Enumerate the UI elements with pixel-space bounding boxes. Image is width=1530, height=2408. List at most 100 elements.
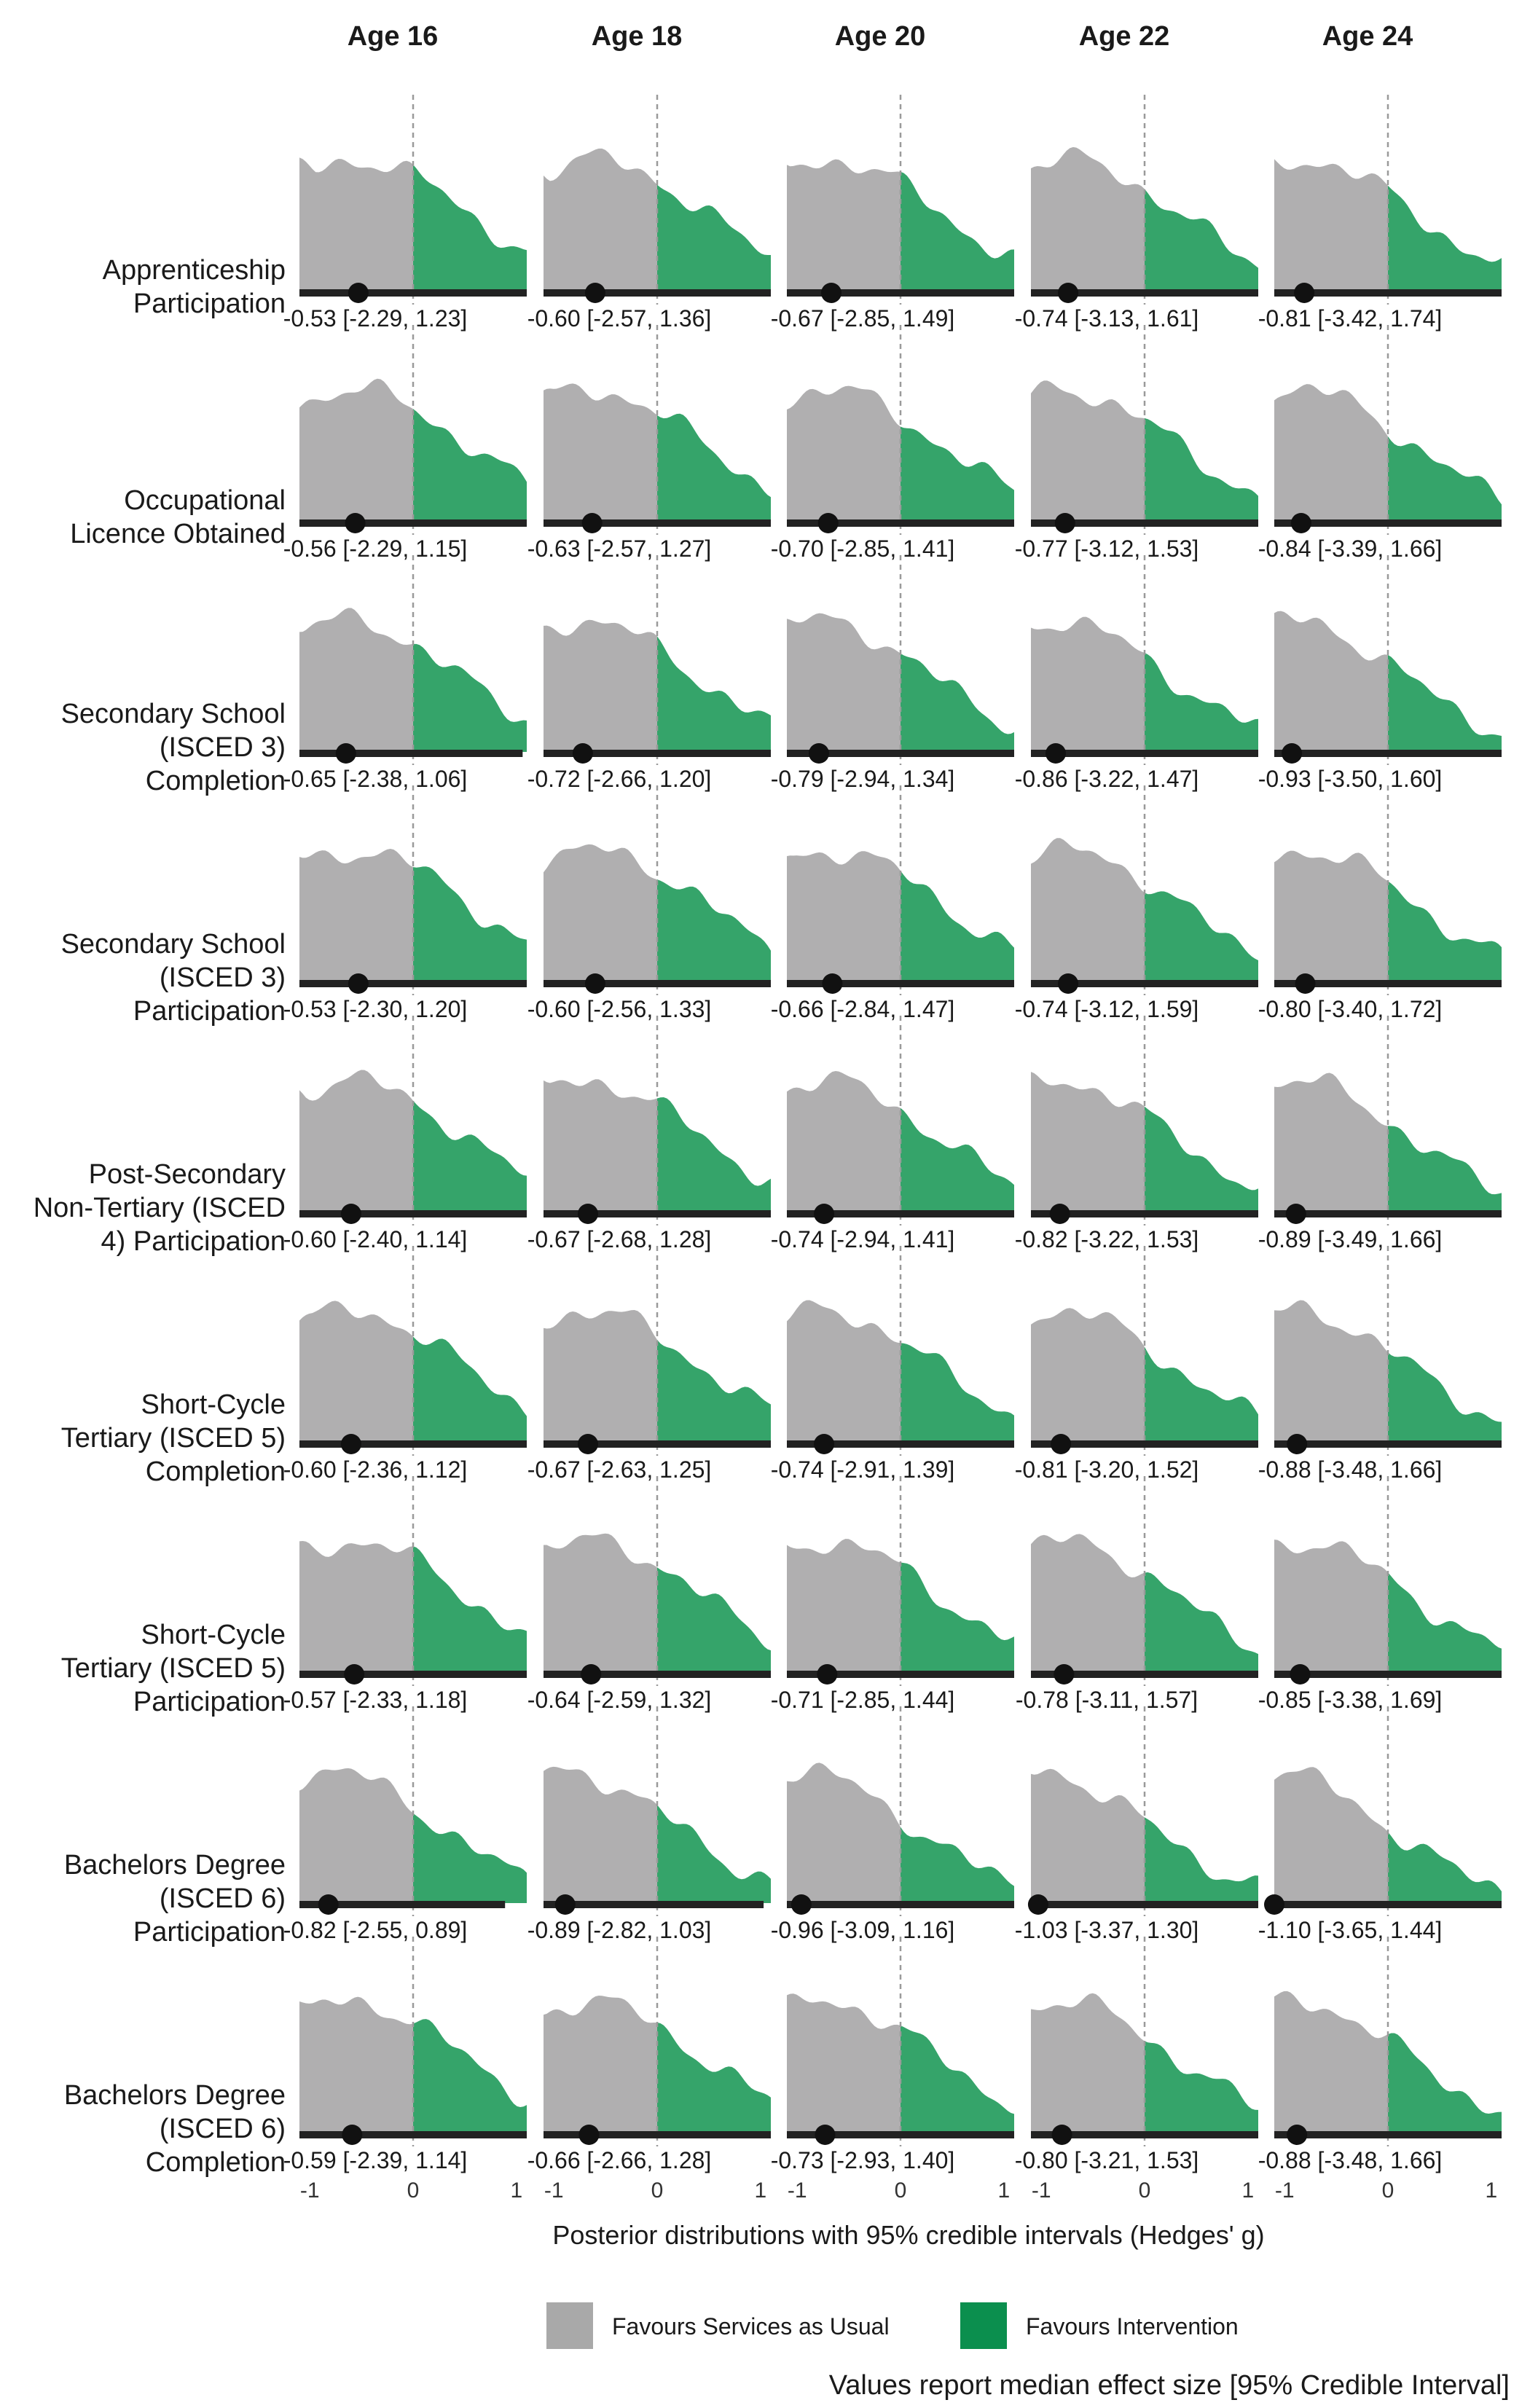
median-point bbox=[345, 513, 366, 533]
row-label: Secondary School(ISCED 3)Completion bbox=[61, 699, 286, 796]
median-point bbox=[584, 973, 605, 994]
median-point bbox=[581, 1664, 602, 1685]
row-label-line: Non-Tertiary (ISCED bbox=[34, 1193, 286, 1223]
density-positive-area bbox=[657, 184, 771, 291]
ci-value-label: -0.74 [-2.91, 1.39] bbox=[771, 1456, 955, 1483]
row-label-line: Completion bbox=[146, 1456, 286, 1487]
median-point bbox=[1058, 283, 1079, 303]
ci-value-label: -0.84 [-3.39, 1.66] bbox=[1258, 536, 1443, 562]
panel: -0.86 [-3.22, 1.47] bbox=[1015, 555, 1258, 792]
ci-value-label: -0.73 [-2.93, 1.40] bbox=[771, 2147, 955, 2173]
density-positive-area bbox=[413, 643, 527, 752]
density-negative-area bbox=[544, 1766, 657, 1903]
ci-value-label: -0.66 [-2.66, 1.28] bbox=[527, 2147, 712, 2173]
facet-row: Secondary School(ISCED 3)Completion-0.65… bbox=[61, 555, 1502, 796]
panel: -0.56 [-2.29, 1.15] bbox=[283, 325, 527, 562]
density-positive-area bbox=[413, 409, 527, 522]
panel: -0.93 [-3.50, 1.60] bbox=[1258, 555, 1502, 792]
median-point bbox=[342, 2125, 363, 2145]
density-positive-area bbox=[1145, 2041, 1258, 2133]
ci-value-label: -0.60 [-2.40, 1.14] bbox=[283, 1226, 468, 1252]
density-negative-area bbox=[1274, 611, 1388, 752]
row-label: Secondary School(ISCED 3)Participation bbox=[61, 929, 286, 1027]
ci-value-label: -0.71 [-2.85, 1.44] bbox=[771, 1687, 955, 1713]
panel: -0.70 [-2.85, 1.41] bbox=[771, 325, 1014, 562]
density-negative-area bbox=[1031, 146, 1145, 291]
panel: -0.57 [-2.33, 1.18] bbox=[283, 1476, 527, 1713]
x-axis-title: Posterior distributions with 95% credibl… bbox=[552, 2220, 1264, 2250]
panel: -0.77 [-3.12, 1.53] bbox=[1015, 325, 1258, 562]
density-positive-area bbox=[1388, 1832, 1502, 1903]
density-positive-area bbox=[657, 413, 771, 522]
panel: -0.60 [-2.40, 1.14] bbox=[283, 1016, 527, 1252]
row-label-line: Occupational bbox=[124, 485, 286, 516]
density-negative-area bbox=[1274, 1991, 1388, 2133]
row-label-line: (ISCED 6) bbox=[160, 2114, 286, 2144]
panel: -0.84 [-3.39, 1.66] bbox=[1258, 325, 1502, 562]
density-negative-area bbox=[544, 148, 657, 291]
density-positive-area bbox=[657, 879, 771, 982]
panel: -0.72 [-2.66, 1.20] bbox=[527, 555, 771, 792]
ci-value-label: -0.67 [-2.63, 1.25] bbox=[527, 1456, 712, 1483]
panel: -0.85 [-3.38, 1.69] bbox=[1258, 1476, 1502, 1713]
x-tick-label: 0 bbox=[651, 2178, 664, 2203]
panel: -0.74 [-3.13, 1.61] bbox=[1015, 95, 1258, 332]
density-positive-area bbox=[901, 171, 1014, 291]
ci-value-label: -0.85 [-3.38, 1.69] bbox=[1258, 1687, 1443, 1713]
median-point bbox=[348, 283, 369, 303]
ci-value-label: -0.81 [-3.20, 1.52] bbox=[1015, 1456, 1199, 1483]
panel: -0.82 [-2.55, 0.89] bbox=[283, 1706, 527, 1943]
median-point bbox=[335, 743, 356, 764]
x-tick-label: 1 bbox=[1241, 2178, 1254, 2203]
ci-value-label: -1.10 [-3.65, 1.44] bbox=[1258, 1917, 1443, 1943]
legend-label: Favours Services as Usual bbox=[612, 2313, 890, 2340]
row-label-line: Secondary School bbox=[61, 929, 286, 960]
ci-value-label: -0.78 [-3.11, 1.57] bbox=[1016, 1687, 1198, 1713]
ci-value-label: -0.66 [-2.84, 1.47] bbox=[771, 996, 955, 1022]
median-point bbox=[1294, 283, 1315, 303]
panel: -0.67 [-2.63, 1.25] bbox=[527, 1246, 771, 1483]
panel: -1.03 [-3.37, 1.30] bbox=[1015, 1706, 1258, 1943]
panel: -0.74 [-2.94, 1.41] bbox=[771, 1016, 1014, 1252]
density-positive-area bbox=[901, 426, 1014, 522]
legend-item: Favours Intervention bbox=[960, 2302, 1239, 2349]
x-tick-label: 1 bbox=[510, 2178, 522, 2203]
density-negative-area bbox=[544, 1533, 657, 1673]
median-point bbox=[822, 973, 843, 994]
density-negative-area bbox=[1031, 1072, 1145, 1212]
density-positive-area bbox=[901, 1562, 1014, 1673]
density-negative-area bbox=[544, 1310, 657, 1443]
x-tick-label: -1 bbox=[300, 2178, 320, 2203]
row-label-line: Participation bbox=[133, 996, 286, 1027]
ci-value-label: -0.77 [-3.12, 1.53] bbox=[1015, 536, 1199, 562]
density-negative-area bbox=[544, 1996, 657, 2133]
ci-value-label: -0.72 [-2.66, 1.20] bbox=[527, 766, 712, 792]
density-negative-area bbox=[299, 1541, 413, 1673]
density-positive-area bbox=[1388, 881, 1502, 982]
row-label-line: Short-Cycle bbox=[141, 1620, 286, 1650]
median-point bbox=[1049, 1204, 1070, 1224]
density-positive-area bbox=[901, 2025, 1014, 2133]
ci-value-label: -0.80 [-3.21, 1.53] bbox=[1015, 2147, 1199, 2173]
legend-item: Favours Services as Usual bbox=[546, 2302, 890, 2349]
row-label-line: Short-Cycle bbox=[141, 1389, 286, 1420]
median-point bbox=[1027, 1894, 1048, 1915]
panel: -0.80 [-3.21, 1.53] bbox=[1015, 1937, 1258, 2173]
column-title: Age 16 bbox=[348, 21, 439, 52]
density-negative-area bbox=[299, 1301, 413, 1443]
row-label-line: Tertiary (ISCED 5) bbox=[61, 1423, 286, 1454]
density-negative-area bbox=[1274, 1300, 1388, 1443]
median-point bbox=[1290, 513, 1311, 533]
ci-value-label: -0.57 [-2.33, 1.18] bbox=[283, 1687, 468, 1713]
median-point bbox=[1282, 743, 1303, 764]
density-negative-area bbox=[544, 844, 657, 982]
x-tick-label: 1 bbox=[997, 2178, 1010, 2203]
panel: -0.66 [-2.84, 1.47] bbox=[771, 785, 1014, 1022]
median-point bbox=[348, 973, 369, 994]
density-positive-area bbox=[413, 2019, 527, 2133]
density-negative-area bbox=[787, 1993, 901, 2133]
